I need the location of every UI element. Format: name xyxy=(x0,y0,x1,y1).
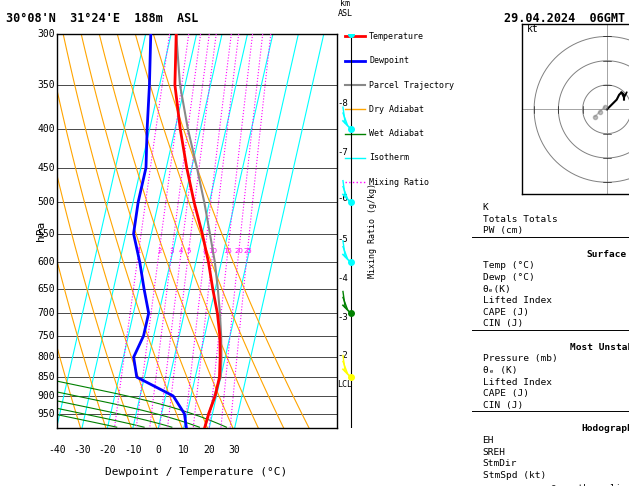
Text: 700: 700 xyxy=(38,308,55,318)
Text: © weatheronline.co.uk: © weatheronline.co.uk xyxy=(550,484,629,486)
Text: -40: -40 xyxy=(48,445,65,455)
Text: θₑ (K): θₑ (K) xyxy=(482,366,517,375)
Text: -4: -4 xyxy=(338,274,348,283)
Text: Temp (°C): Temp (°C) xyxy=(482,261,534,270)
Text: 8: 8 xyxy=(203,248,207,254)
Text: hPa: hPa xyxy=(36,221,46,241)
Text: Mixing Ratio: Mixing Ratio xyxy=(369,178,429,187)
Text: Dry Adiabat: Dry Adiabat xyxy=(369,105,424,114)
Text: Dewpoint / Temperature (°C): Dewpoint / Temperature (°C) xyxy=(106,467,287,477)
Text: StmSpd (kt): StmSpd (kt) xyxy=(482,471,546,480)
Text: 500: 500 xyxy=(38,197,55,208)
Text: 450: 450 xyxy=(38,163,55,173)
Text: -8: -8 xyxy=(338,99,348,107)
Text: -30: -30 xyxy=(73,445,91,455)
Text: Lifted Index: Lifted Index xyxy=(482,378,552,387)
Text: 1: 1 xyxy=(136,248,141,254)
Text: Wet Adiabat: Wet Adiabat xyxy=(369,129,424,138)
Text: CIN (J): CIN (J) xyxy=(482,319,523,329)
Text: 650: 650 xyxy=(38,284,55,294)
Text: Surface: Surface xyxy=(587,250,627,259)
Text: 2: 2 xyxy=(157,248,162,254)
Text: -20: -20 xyxy=(99,445,116,455)
Text: K: K xyxy=(482,203,488,212)
Text: 600: 600 xyxy=(38,258,55,267)
Text: -10: -10 xyxy=(124,445,142,455)
Text: 0: 0 xyxy=(155,445,161,455)
Text: 4: 4 xyxy=(179,248,184,254)
Text: 29.04.2024  06GMT  (Base: 00): 29.04.2024 06GMT (Base: 00) xyxy=(504,12,629,25)
Text: LCL: LCL xyxy=(337,380,352,389)
Text: 5: 5 xyxy=(187,248,191,254)
Text: Mixing Ratio (g/kg): Mixing Ratio (g/kg) xyxy=(369,183,377,278)
Text: Hodograph: Hodograph xyxy=(581,424,629,433)
Text: 300: 300 xyxy=(38,29,55,39)
Text: 15: 15 xyxy=(223,248,232,254)
Text: Parcel Trajectory: Parcel Trajectory xyxy=(369,81,454,89)
Text: 10: 10 xyxy=(178,445,190,455)
Text: -5: -5 xyxy=(338,235,348,244)
Text: 10: 10 xyxy=(208,248,218,254)
Text: 550: 550 xyxy=(38,229,55,239)
Text: -7: -7 xyxy=(338,148,348,157)
Text: kt: kt xyxy=(527,24,538,34)
Text: 850: 850 xyxy=(38,372,55,382)
Text: 30°08'N  31°24'E  188m  ASL: 30°08'N 31°24'E 188m ASL xyxy=(6,12,199,25)
Text: 950: 950 xyxy=(38,409,55,419)
Text: CIN (J): CIN (J) xyxy=(482,401,523,410)
Text: 800: 800 xyxy=(38,352,55,362)
Text: Most Unstable: Most Unstable xyxy=(570,343,629,352)
Text: Dewpoint: Dewpoint xyxy=(369,56,409,65)
Text: -6: -6 xyxy=(338,194,348,204)
Text: 900: 900 xyxy=(38,391,55,401)
Text: θₑ(K): θₑ(K) xyxy=(482,284,511,294)
Text: EH: EH xyxy=(482,436,494,445)
Text: 30: 30 xyxy=(229,445,241,455)
Text: Pressure (mb): Pressure (mb) xyxy=(482,354,557,364)
Text: Dewp (°C): Dewp (°C) xyxy=(482,273,534,282)
Text: 20: 20 xyxy=(203,445,215,455)
Text: Totals Totals: Totals Totals xyxy=(482,215,557,224)
Text: 400: 400 xyxy=(38,124,55,134)
Text: -3: -3 xyxy=(338,313,348,322)
Text: -2: -2 xyxy=(338,350,348,360)
Text: 25: 25 xyxy=(243,248,252,254)
Text: 750: 750 xyxy=(38,331,55,341)
Text: 20: 20 xyxy=(235,248,243,254)
Text: SREH: SREH xyxy=(482,448,506,456)
Text: CAPE (J): CAPE (J) xyxy=(482,389,528,399)
Text: km
ASL: km ASL xyxy=(337,0,352,18)
Text: 350: 350 xyxy=(38,80,55,90)
Text: Isotherm: Isotherm xyxy=(369,154,409,162)
Text: Temperature: Temperature xyxy=(369,32,424,41)
Text: StmDir: StmDir xyxy=(482,459,517,468)
Text: CAPE (J): CAPE (J) xyxy=(482,308,528,317)
Text: 3: 3 xyxy=(170,248,174,254)
Text: Lifted Index: Lifted Index xyxy=(482,296,552,305)
Text: PW (cm): PW (cm) xyxy=(482,226,523,235)
